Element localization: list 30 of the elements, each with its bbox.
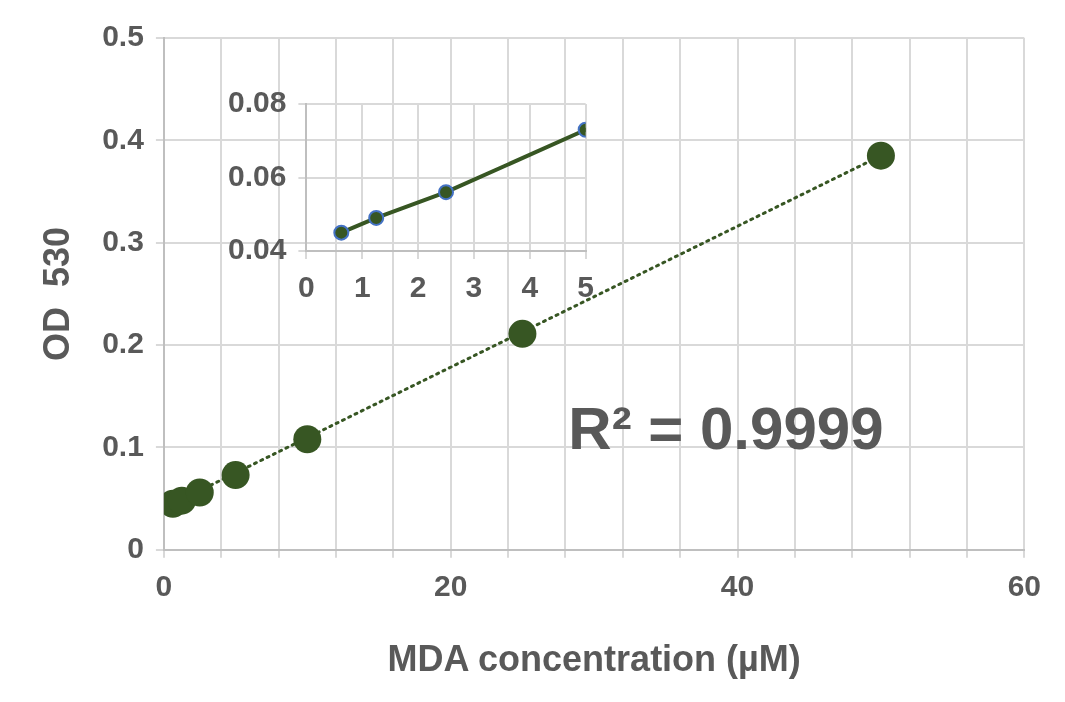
x-tick-label: 20 [434,569,468,603]
point [293,425,322,454]
y-tick-label: 0.04 [228,232,287,266]
x-axis-title: MDA concentration (µM) [387,638,801,680]
y-tick-label: 0 [127,531,144,565]
annotation: R² = 0.9999 [568,394,884,462]
x-tick-label: 2 [409,270,427,304]
x-tick-label: 0 [298,270,315,304]
x-tick-label: 60 [1007,569,1041,603]
point [866,141,895,170]
y-axis-title: OD 530 [35,226,77,361]
x-tick-label: 5 [577,270,594,304]
y-tick-label: 0.08 [228,85,287,119]
point [508,319,537,348]
y-tick-label: 0.3 [102,223,144,257]
x-tick-label: 1 [353,270,371,304]
y-tick-label: 0.1 [102,428,144,462]
point [438,184,455,201]
x-tick-label: 4 [521,270,539,304]
x-tick-label: 40 [720,569,755,603]
point [221,461,250,490]
x-tick-label: 3 [465,270,483,304]
y-tick-label: 0.2 [102,326,144,360]
point [368,209,385,226]
y-tick-label: 0.5 [102,19,144,53]
point [185,478,214,507]
y-tick-label: 0.4 [102,121,145,155]
x-tick-label: 0 [155,569,173,603]
point [333,224,350,241]
y-tick-label: 0.06 [228,158,287,192]
